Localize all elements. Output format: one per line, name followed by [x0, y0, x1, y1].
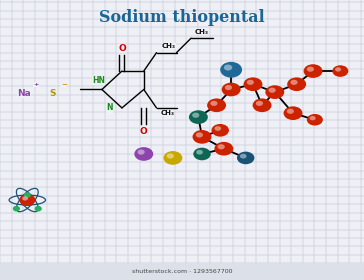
- Circle shape: [196, 150, 203, 155]
- Circle shape: [240, 154, 246, 158]
- Text: HN: HN: [92, 76, 105, 85]
- Text: −: −: [61, 82, 67, 88]
- Circle shape: [335, 67, 341, 72]
- Circle shape: [167, 153, 174, 158]
- Circle shape: [207, 99, 226, 112]
- Circle shape: [193, 130, 211, 144]
- Circle shape: [269, 88, 276, 93]
- Circle shape: [332, 65, 348, 77]
- Text: N: N: [106, 103, 112, 112]
- Text: O: O: [140, 127, 148, 136]
- Text: shutterstock.com · 1293567700: shutterstock.com · 1293567700: [132, 269, 232, 274]
- Circle shape: [193, 148, 211, 160]
- Circle shape: [307, 67, 314, 72]
- Circle shape: [20, 195, 35, 205]
- Text: CH₃: CH₃: [162, 43, 176, 49]
- Circle shape: [287, 77, 306, 91]
- Circle shape: [237, 151, 254, 164]
- Circle shape: [192, 113, 199, 118]
- Circle shape: [224, 64, 232, 71]
- Circle shape: [189, 110, 208, 124]
- Circle shape: [218, 144, 225, 150]
- Circle shape: [214, 126, 221, 131]
- Circle shape: [222, 83, 241, 96]
- Circle shape: [284, 106, 302, 120]
- Circle shape: [211, 124, 229, 137]
- Text: Na: Na: [17, 89, 31, 98]
- Circle shape: [214, 142, 233, 156]
- Text: CH₃: CH₃: [160, 110, 174, 116]
- Text: Sodium thiopental: Sodium thiopental: [99, 9, 265, 26]
- Circle shape: [24, 193, 30, 197]
- Circle shape: [35, 207, 41, 211]
- Circle shape: [225, 85, 232, 90]
- Text: CH₃: CH₃: [195, 29, 209, 35]
- Circle shape: [307, 114, 323, 125]
- Circle shape: [253, 99, 272, 112]
- Circle shape: [309, 116, 316, 120]
- Circle shape: [134, 147, 153, 161]
- Circle shape: [247, 80, 254, 85]
- Text: O: O: [118, 44, 126, 53]
- Circle shape: [304, 64, 323, 78]
- Circle shape: [210, 101, 218, 106]
- Circle shape: [196, 132, 203, 137]
- Circle shape: [265, 85, 284, 99]
- Circle shape: [220, 62, 242, 78]
- Circle shape: [256, 101, 263, 106]
- Circle shape: [244, 77, 262, 91]
- Circle shape: [290, 80, 298, 85]
- Text: S: S: [50, 89, 56, 98]
- Circle shape: [13, 207, 19, 211]
- Circle shape: [287, 109, 294, 114]
- Circle shape: [138, 150, 145, 155]
- Circle shape: [22, 196, 28, 200]
- Text: +: +: [33, 82, 39, 87]
- Circle shape: [163, 151, 182, 165]
